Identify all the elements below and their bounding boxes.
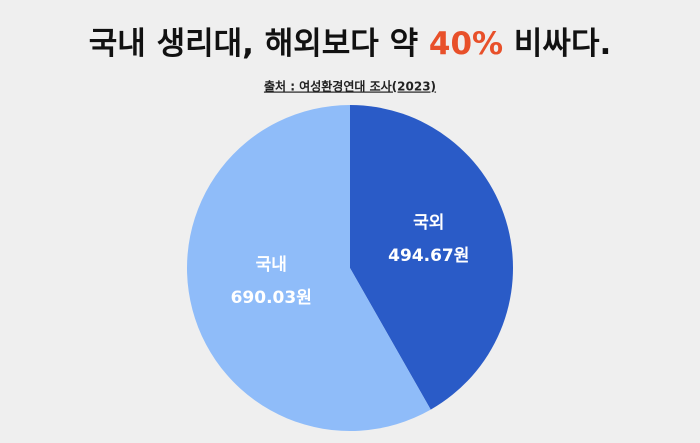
chart-title: 국내 생리대, 해외보다 약 40% 비싸다. <box>89 26 612 62</box>
slice-label: 국외 <box>413 213 444 233</box>
value-label: 690.03원 <box>231 288 312 308</box>
title-highlight: 40% <box>429 26 503 62</box>
slice-label: 국내 <box>256 255 287 275</box>
title-part: 비싸다. <box>503 26 611 62</box>
value-label: 494.67원 <box>388 246 469 266</box>
chart-subtitle: 출처 : 여성환경연대 조사(2023) <box>264 79 436 94</box>
pie-slice <box>186 105 431 431</box>
title-part: 국내 생리대, 해외보다 약 <box>89 26 429 62</box>
pie-slice <box>350 105 513 410</box>
